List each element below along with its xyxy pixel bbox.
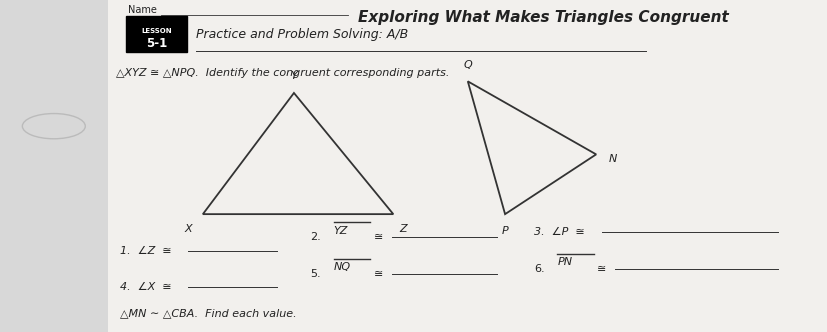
Text: Q: Q bbox=[463, 60, 471, 70]
Text: PN: PN bbox=[557, 257, 571, 267]
FancyBboxPatch shape bbox=[126, 16, 187, 52]
Text: 5-1: 5-1 bbox=[146, 37, 167, 50]
Text: ≅: ≅ bbox=[596, 264, 605, 274]
Text: 1.  ∠Z  ≅: 1. ∠Z ≅ bbox=[120, 246, 171, 256]
Text: 5.: 5. bbox=[310, 269, 321, 279]
Text: 2.: 2. bbox=[310, 232, 321, 242]
Text: 4.  ∠X  ≅: 4. ∠X ≅ bbox=[120, 282, 171, 292]
Text: Practice and Problem Solving: A/B: Practice and Problem Solving: A/B bbox=[196, 28, 408, 42]
Text: Z: Z bbox=[399, 224, 406, 234]
Text: △XYZ ≅ △NPQ.  Identify the congruent corresponding parts.: △XYZ ≅ △NPQ. Identify the congruent corr… bbox=[116, 68, 449, 78]
Text: P: P bbox=[501, 226, 508, 236]
Text: Name: Name bbox=[128, 5, 157, 15]
Text: Y: Y bbox=[290, 71, 297, 81]
Text: NQ: NQ bbox=[333, 262, 351, 272]
Circle shape bbox=[22, 114, 85, 139]
Text: ≅: ≅ bbox=[373, 269, 382, 279]
Text: △MN ∼ △CBA.  Find each value.: △MN ∼ △CBA. Find each value. bbox=[120, 309, 296, 319]
Text: YZ: YZ bbox=[333, 226, 347, 236]
Text: 6.: 6. bbox=[533, 264, 544, 274]
Text: ≅: ≅ bbox=[373, 232, 382, 242]
FancyBboxPatch shape bbox=[108, 0, 827, 332]
Text: N: N bbox=[608, 154, 616, 164]
Text: Exploring What Makes Triangles Congruent: Exploring What Makes Triangles Congruent bbox=[357, 10, 728, 25]
FancyBboxPatch shape bbox=[0, 0, 108, 332]
Text: X: X bbox=[184, 224, 193, 234]
Text: LESSON: LESSON bbox=[141, 28, 171, 34]
Text: 3.  ∠P  ≅: 3. ∠P ≅ bbox=[533, 227, 584, 237]
